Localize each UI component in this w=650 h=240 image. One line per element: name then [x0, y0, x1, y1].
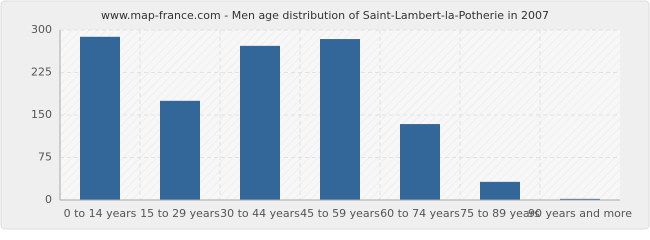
x-tick-label: 60 to 74 years: [380, 207, 460, 220]
x-tick-label: 90 years and more: [528, 207, 632, 220]
y-tick-label: 75: [38, 151, 52, 164]
bar: [560, 198, 600, 200]
bar: [400, 124, 440, 200]
y-tick-label: 300: [31, 23, 52, 36]
x-tick-label: 0 to 14 years: [64, 207, 137, 220]
x-tick-label: 75 to 89 years: [460, 207, 540, 220]
bar: [240, 45, 280, 200]
x-tick-label: 30 to 44 years: [220, 207, 300, 220]
x-tick-label: 15 to 29 years: [140, 207, 220, 220]
bar: [80, 36, 120, 200]
y-tick-label: 150: [31, 108, 52, 121]
chart-title: www.map-france.com - Men age distributio…: [101, 9, 549, 22]
bar: [480, 181, 520, 200]
y-tick-label: 225: [31, 66, 52, 79]
bar: [320, 39, 360, 200]
x-tick-label: 45 to 59 years: [300, 207, 380, 220]
y-tick-label: 0: [45, 193, 52, 206]
chart: www.map-france.com - Men age distributio…: [0, 0, 650, 230]
bar: [160, 100, 200, 200]
